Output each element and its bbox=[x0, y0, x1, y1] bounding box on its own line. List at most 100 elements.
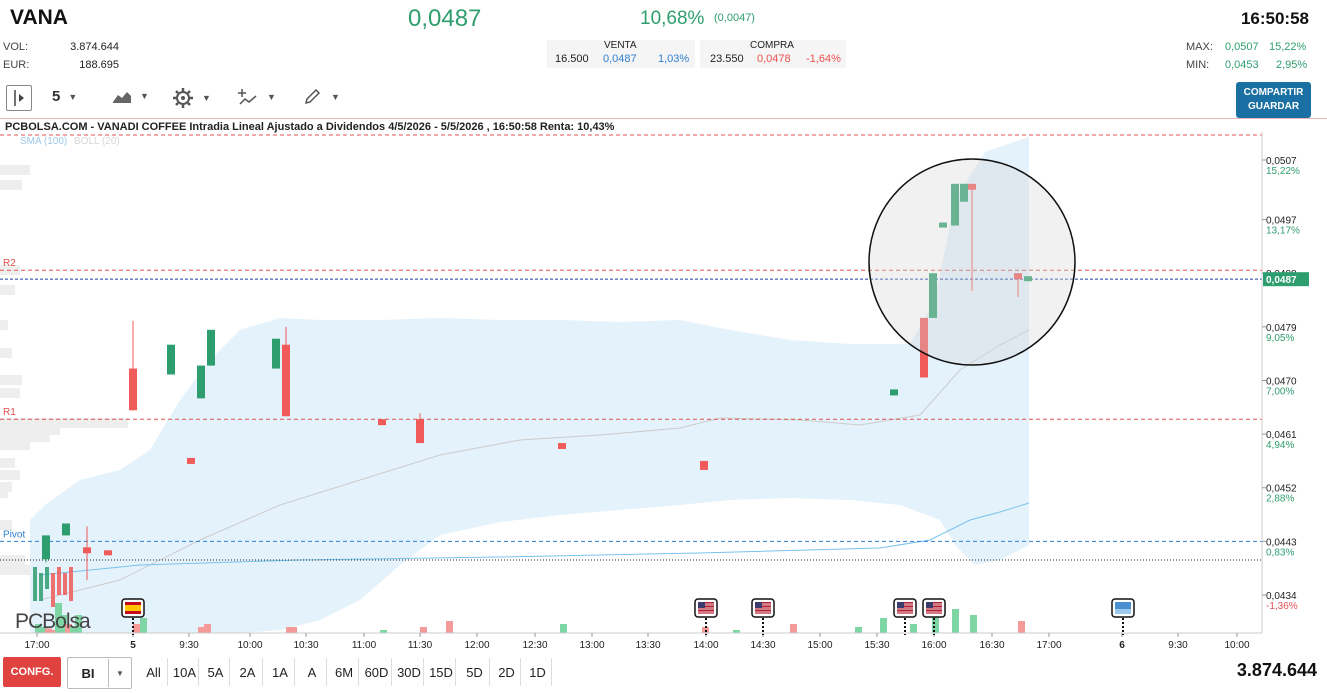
volume-profile-bar bbox=[0, 488, 8, 498]
x-tick-label: 15:30 bbox=[864, 640, 889, 651]
volume-bar bbox=[75, 615, 82, 633]
candle-body bbox=[558, 443, 566, 450]
venta-label: VENTA bbox=[604, 40, 637, 51]
x-tick-label: 14:00 bbox=[693, 640, 718, 651]
x-tick-label: 10:00 bbox=[237, 640, 262, 651]
range-button-2a[interactable]: 2A bbox=[233, 658, 263, 686]
volume-bar bbox=[380, 630, 387, 633]
volume-value: 3.874.644 bbox=[70, 41, 119, 53]
range-button-6m[interactable]: 6M bbox=[330, 658, 359, 686]
volume-profile-bar bbox=[0, 180, 22, 190]
candle-body bbox=[890, 389, 898, 396]
compra-qty: 23.550 bbox=[710, 53, 744, 65]
flag-stripe bbox=[125, 605, 141, 611]
range-button-60d[interactable]: 60D bbox=[362, 658, 392, 686]
x-tick-label: 17:00 bbox=[24, 640, 49, 651]
range-button-all[interactable]: All bbox=[140, 658, 168, 686]
volume-profile-bar bbox=[0, 565, 30, 575]
total-volume: 3.874.644 bbox=[1236, 660, 1317, 680]
x-tick-label: 5 bbox=[130, 640, 136, 651]
y-tick-label: 0,0434 bbox=[1266, 591, 1297, 602]
ticker-symbol: VANA bbox=[10, 6, 68, 29]
x-tick-label: 9:30 bbox=[1168, 640, 1188, 651]
candle-body bbox=[83, 547, 91, 554]
last-price-tag-label: 0,0487 bbox=[1266, 275, 1297, 286]
compra-price: 0,0478 bbox=[757, 53, 791, 65]
range-button-5d[interactable]: 5D bbox=[460, 658, 490, 686]
x-tick-label: 16:00 bbox=[921, 640, 946, 651]
sidebar-toggle-button[interactable] bbox=[6, 85, 32, 111]
settings-select[interactable]: ▼ bbox=[172, 87, 211, 109]
volume-bar bbox=[952, 609, 959, 633]
candle-body bbox=[272, 338, 280, 369]
x-tick-label: 16:30 bbox=[979, 640, 1004, 651]
range-button-1d[interactable]: 1D bbox=[524, 658, 552, 686]
sma-line bbox=[39, 502, 1030, 576]
volume-bar bbox=[560, 624, 567, 633]
y-tick-pct: 7,00% bbox=[1266, 386, 1294, 397]
calendar-flag-icon bbox=[1111, 598, 1135, 618]
share-save-button[interactable]: COMPARTIR GUARDAR bbox=[1236, 82, 1311, 118]
range-button-a[interactable]: A bbox=[298, 658, 327, 686]
range-button-10a[interactable]: 10A bbox=[171, 658, 199, 686]
volume-bar bbox=[970, 615, 977, 633]
chevron-down-icon: ▼ bbox=[267, 92, 276, 102]
y-tick-label: 0,0461 bbox=[1266, 430, 1297, 441]
eur-value: 188.695 bbox=[79, 59, 119, 71]
compra-label: COMPRA bbox=[750, 40, 794, 51]
highlight-circle bbox=[868, 158, 1076, 366]
chart-top-border bbox=[0, 118, 1327, 119]
volume-bar bbox=[855, 627, 862, 633]
volume-bar bbox=[35, 624, 42, 633]
range-button-1a[interactable]: 1A bbox=[266, 658, 295, 686]
volume-profile-bar bbox=[0, 482, 12, 492]
min-value: 0,0453 bbox=[1225, 59, 1259, 71]
indicators-select[interactable]: ▼ bbox=[237, 88, 276, 106]
volume-bar bbox=[45, 628, 52, 633]
volume-profile-bar bbox=[0, 285, 15, 295]
logo-bar bbox=[33, 567, 37, 601]
volume-profile-bar bbox=[0, 458, 15, 468]
volume-bar bbox=[420, 627, 427, 633]
chart-mode-select[interactable]: BI ▼ bbox=[67, 657, 132, 689]
min-pct: 2,95% bbox=[1276, 59, 1308, 71]
share-label: COMPARTIR bbox=[1243, 87, 1304, 98]
candle-body bbox=[187, 457, 195, 464]
interval-select[interactable]: 5 ▼ bbox=[52, 88, 77, 105]
chart-type-select[interactable]: ▼ bbox=[112, 88, 149, 104]
range-button-2d[interactable]: 2D bbox=[493, 658, 521, 686]
x-tick-label: 11:00 bbox=[352, 640, 377, 651]
sell-box bbox=[547, 40, 695, 68]
watermark-logo: PCBolsa bbox=[15, 610, 91, 633]
volume-bar bbox=[446, 621, 453, 633]
venta-pct: 1,03% bbox=[658, 53, 690, 65]
chevron-down-icon: ▼ bbox=[202, 93, 211, 103]
range-button-5a[interactable]: 5A bbox=[202, 658, 230, 686]
volume-bar bbox=[198, 627, 205, 633]
volume-bar bbox=[932, 603, 939, 633]
venta-qty: 16.500 bbox=[555, 53, 589, 65]
flag-canton bbox=[897, 602, 904, 608]
eur-label: EUR: bbox=[3, 59, 30, 71]
range-button-15d[interactable]: 15D bbox=[427, 658, 456, 686]
x-tick-label: 13:30 bbox=[635, 640, 660, 651]
candle-body bbox=[1014, 273, 1022, 280]
buy-box bbox=[700, 40, 846, 68]
candle-body bbox=[378, 419, 386, 426]
volume-profile-bar bbox=[0, 440, 30, 450]
volume-profile-bar bbox=[0, 418, 128, 428]
logo-bar bbox=[39, 573, 43, 601]
config-button[interactable]: CONFG. bbox=[3, 657, 61, 687]
volume-profile-bar bbox=[0, 520, 12, 530]
volume-profile-bar bbox=[0, 320, 8, 330]
level-label-r2: R2 bbox=[3, 258, 16, 269]
volume-profile-bar bbox=[0, 375, 22, 385]
usa-flag-icon bbox=[694, 598, 718, 618]
range-button-30d[interactable]: 30D bbox=[395, 658, 424, 686]
x-tick-label: 10:30 bbox=[293, 640, 318, 651]
flag-canton bbox=[926, 602, 933, 608]
legend-sma: SMA (100) bbox=[20, 136, 68, 147]
drawing-tools-select[interactable]: ▼ bbox=[303, 88, 340, 106]
x-tick-label: 12:30 bbox=[522, 640, 547, 651]
